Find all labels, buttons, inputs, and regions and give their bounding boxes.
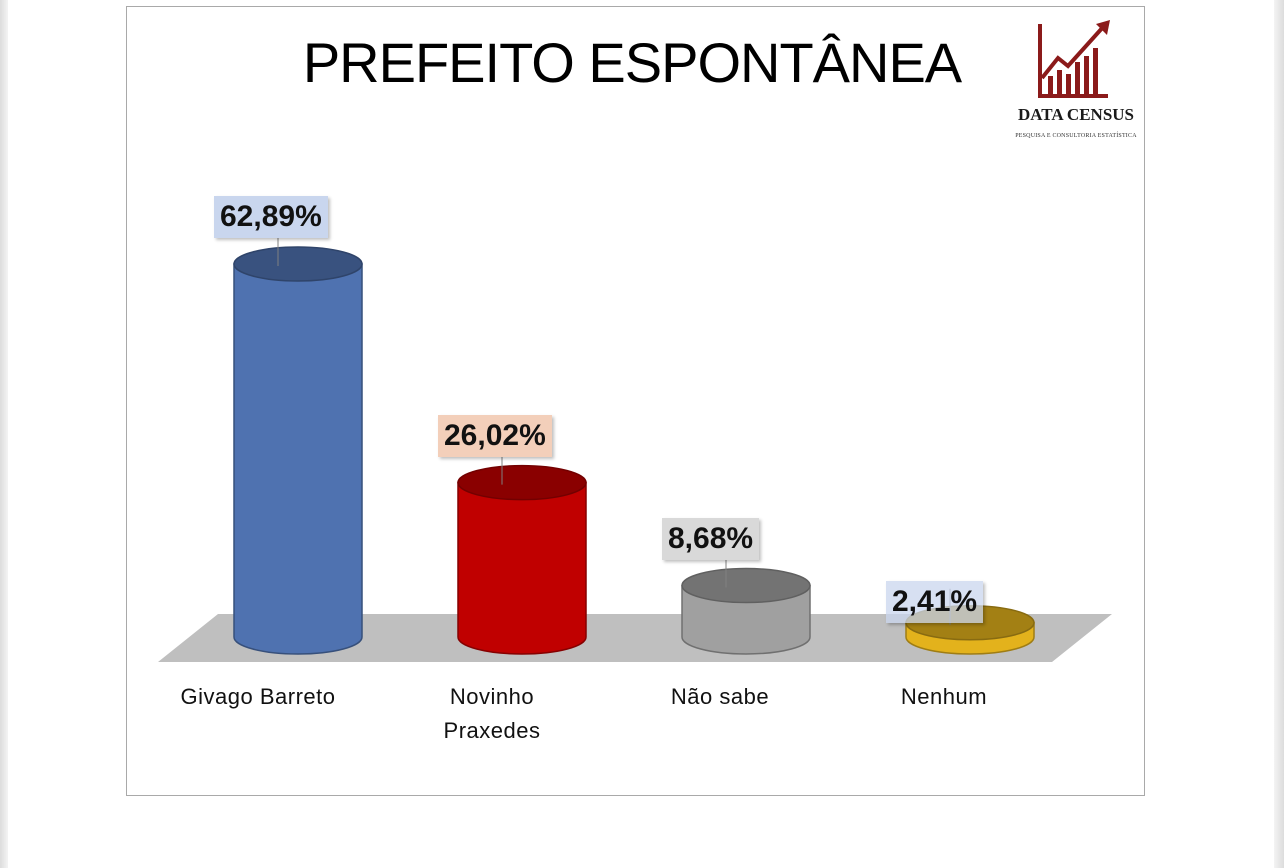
page-edge-left: [0, 0, 8, 868]
data-census-logo-icon: [1038, 20, 1110, 98]
data-label: 26,02%: [438, 414, 552, 457]
bar-2: [457, 448, 587, 655]
category-label: Nenhum: [900, 684, 988, 709]
bar-top: [457, 464, 587, 501]
category-label: Novinho Praxedes: [443, 684, 541, 743]
chart-floor: [158, 614, 1112, 662]
data-label: 62,89%: [214, 196, 328, 238]
bar-body: [681, 584, 811, 655]
bar-body: [233, 263, 363, 655]
chart-title: PREFEITO ESPONTÂNEA: [302, 31, 962, 94]
bar-top: [233, 246, 363, 282]
bar-top: [681, 567, 811, 604]
data-label: 8,68%: [662, 517, 760, 560]
logo-tagline: PESQUISA E CONSULTORIA ESTATÍSTICA: [1015, 133, 1137, 139]
logo-name: DATA CENSUS: [1017, 105, 1135, 124]
bar-3: [681, 551, 811, 655]
category-label: Não sabe: [670, 684, 770, 709]
page-edge-right: [1274, 0, 1284, 868]
bar-body: [457, 481, 587, 655]
category-label: Givago Barreto: [180, 684, 336, 709]
bar-1: [233, 230, 363, 655]
data-label: 2,41%: [886, 580, 984, 623]
